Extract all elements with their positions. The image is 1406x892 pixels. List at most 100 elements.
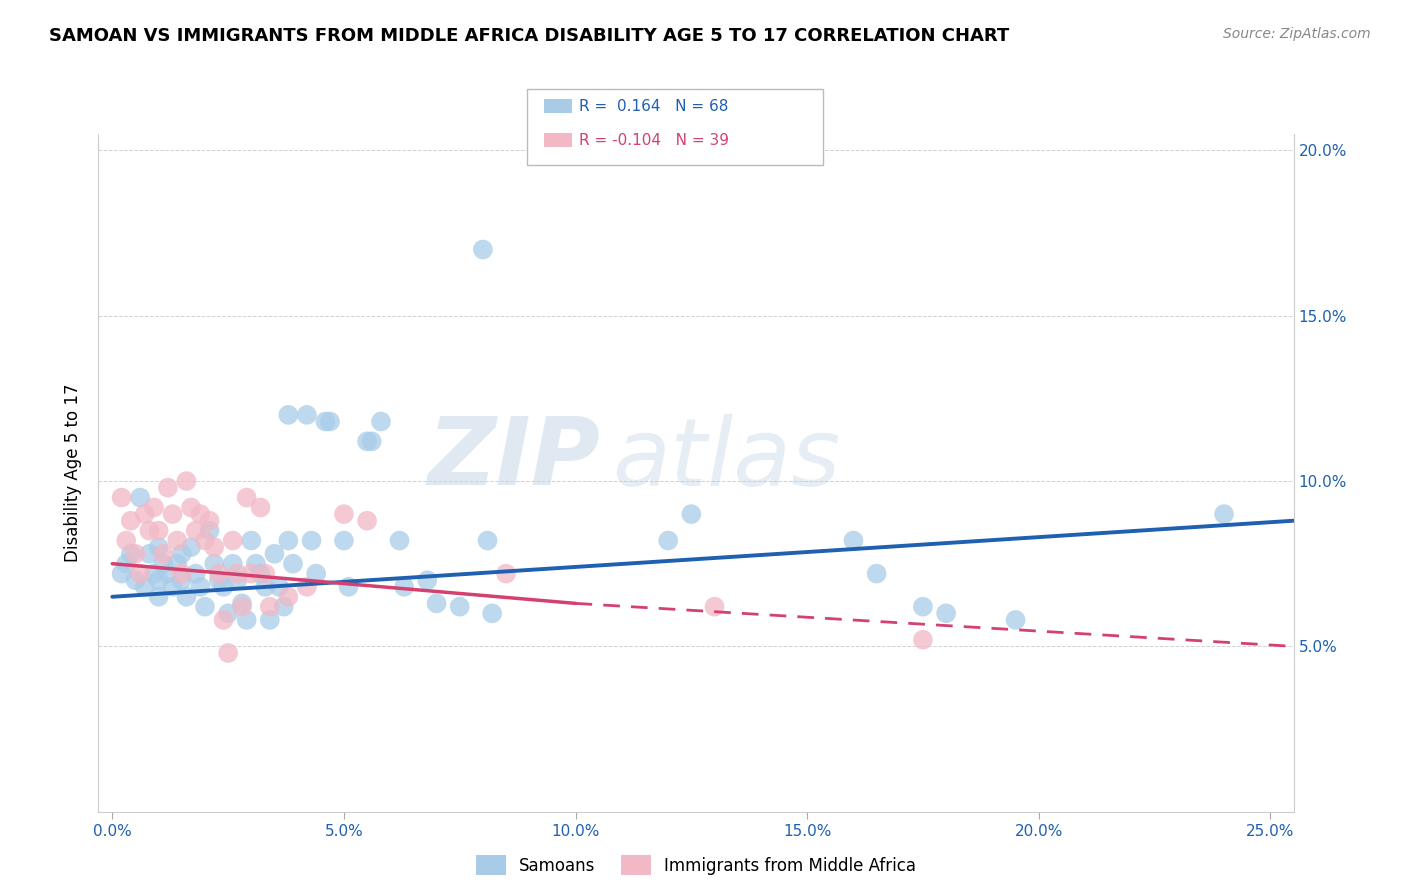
Point bbox=[134, 580, 156, 594]
Point bbox=[1213, 507, 1236, 521]
Point bbox=[148, 573, 170, 587]
Text: ZIP: ZIP bbox=[427, 413, 600, 505]
Point bbox=[245, 557, 267, 571]
Point bbox=[231, 596, 253, 610]
Point bbox=[110, 566, 132, 581]
Point bbox=[129, 491, 152, 505]
Point bbox=[110, 491, 132, 505]
Point bbox=[481, 607, 503, 621]
Point bbox=[337, 580, 360, 594]
Point bbox=[226, 573, 249, 587]
Point bbox=[273, 599, 295, 614]
Point bbox=[222, 557, 245, 571]
Point bbox=[115, 533, 138, 548]
Point bbox=[295, 408, 318, 422]
Point bbox=[143, 500, 166, 515]
Point bbox=[388, 533, 411, 548]
Point bbox=[217, 646, 239, 660]
Point bbox=[267, 580, 290, 594]
Point bbox=[208, 573, 231, 587]
Point bbox=[212, 613, 235, 627]
Point bbox=[180, 500, 202, 515]
Point bbox=[166, 533, 188, 548]
Point bbox=[170, 566, 193, 581]
Text: SAMOAN VS IMMIGRANTS FROM MIDDLE AFRICA DISABILITY AGE 5 TO 17 CORRELATION CHART: SAMOAN VS IMMIGRANTS FROM MIDDLE AFRICA … bbox=[49, 27, 1010, 45]
Point bbox=[202, 557, 225, 571]
Point bbox=[138, 524, 160, 538]
Legend: Samoans, Immigrants from Middle Africa: Samoans, Immigrants from Middle Africa bbox=[470, 849, 922, 881]
Point bbox=[143, 566, 166, 581]
Point bbox=[129, 566, 152, 581]
Point bbox=[124, 547, 146, 561]
Point bbox=[120, 514, 142, 528]
Point bbox=[495, 566, 517, 581]
Point bbox=[703, 599, 725, 614]
Point bbox=[657, 533, 679, 548]
Point bbox=[152, 547, 174, 561]
Point bbox=[226, 566, 249, 581]
Point bbox=[1004, 613, 1026, 627]
Point bbox=[184, 524, 207, 538]
Point bbox=[681, 507, 703, 521]
Point bbox=[222, 533, 245, 548]
Point bbox=[235, 613, 257, 627]
Point bbox=[471, 243, 494, 257]
Point bbox=[935, 607, 957, 621]
Point bbox=[249, 566, 271, 581]
Point bbox=[911, 599, 934, 614]
Point bbox=[176, 474, 198, 488]
Point bbox=[208, 566, 231, 581]
Point bbox=[319, 415, 342, 429]
Point bbox=[426, 596, 449, 610]
Point bbox=[148, 540, 170, 554]
Point bbox=[449, 599, 471, 614]
Point bbox=[477, 533, 499, 548]
Point bbox=[360, 434, 382, 449]
Point bbox=[254, 566, 277, 581]
Point bbox=[231, 599, 253, 614]
Point bbox=[188, 580, 211, 594]
Point bbox=[170, 547, 193, 561]
Point bbox=[162, 507, 184, 521]
Point bbox=[212, 580, 235, 594]
Point bbox=[842, 533, 865, 548]
Point bbox=[198, 514, 221, 528]
Point bbox=[416, 573, 439, 587]
Point bbox=[305, 566, 328, 581]
Point bbox=[148, 590, 170, 604]
Point bbox=[333, 533, 356, 548]
Point bbox=[124, 573, 146, 587]
Point bbox=[170, 573, 193, 587]
Point bbox=[277, 533, 299, 548]
Point bbox=[198, 524, 221, 538]
Point bbox=[277, 408, 299, 422]
Point bbox=[370, 415, 392, 429]
Point bbox=[333, 507, 356, 521]
Point bbox=[115, 557, 138, 571]
Point bbox=[235, 491, 257, 505]
Point bbox=[865, 566, 887, 581]
Point bbox=[194, 533, 217, 548]
Point bbox=[301, 533, 323, 548]
Point bbox=[134, 507, 156, 521]
Point bbox=[156, 566, 179, 581]
Text: atlas: atlas bbox=[613, 414, 841, 505]
Point bbox=[259, 613, 281, 627]
Text: R =  0.164   N = 68: R = 0.164 N = 68 bbox=[579, 99, 728, 113]
Point bbox=[120, 547, 142, 561]
Point bbox=[194, 599, 217, 614]
Point bbox=[152, 557, 174, 571]
Y-axis label: Disability Age 5 to 17: Disability Age 5 to 17 bbox=[65, 384, 83, 562]
Point bbox=[240, 533, 263, 548]
Point bbox=[392, 580, 415, 594]
Point bbox=[180, 540, 202, 554]
Point bbox=[148, 524, 170, 538]
Point bbox=[217, 607, 239, 621]
Point bbox=[184, 566, 207, 581]
Text: Source: ZipAtlas.com: Source: ZipAtlas.com bbox=[1223, 27, 1371, 41]
Point bbox=[249, 500, 271, 515]
Point bbox=[202, 540, 225, 554]
Point bbox=[176, 590, 198, 604]
Point bbox=[254, 580, 277, 594]
Point bbox=[240, 566, 263, 581]
